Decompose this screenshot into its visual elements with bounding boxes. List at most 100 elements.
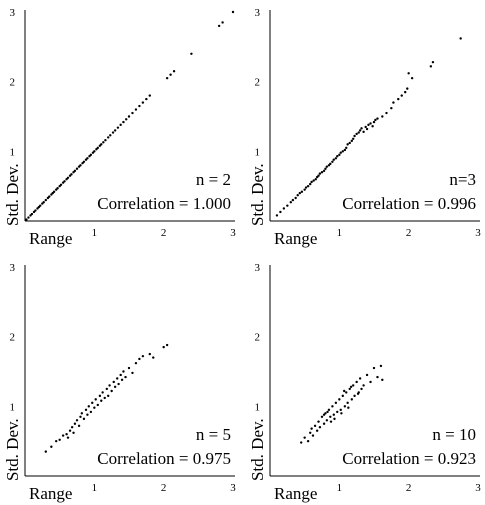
data-point (89, 153, 93, 157)
y-tick-label: 3 (10, 262, 16, 274)
data-point (80, 412, 84, 415)
data-point (322, 169, 326, 173)
correlation-label: Correlation = 0.996 (342, 194, 476, 213)
data-point (89, 410, 93, 414)
data-point (310, 180, 313, 184)
x-tick-label: 1 (337, 227, 343, 239)
data-point (107, 136, 110, 139)
data-point (306, 184, 310, 188)
data-point (372, 366, 376, 370)
data-point (350, 398, 354, 401)
data-point (148, 352, 151, 356)
data-point (138, 104, 141, 108)
data-point (334, 401, 338, 405)
y-axis-title: Std. Dev. (3, 163, 22, 226)
data-point (364, 125, 367, 129)
data-point (141, 101, 145, 104)
data-point (131, 111, 134, 115)
data-point (96, 146, 100, 150)
data-point (329, 162, 332, 166)
data-point (75, 419, 79, 422)
data-point (327, 408, 331, 412)
panel-bottom-left: 1 2 3 1 2 3 Range Std. Dev. n = 5 Correlation = 0… (3, 262, 236, 503)
data-point (50, 445, 53, 448)
data-point (355, 132, 358, 136)
data-point (65, 433, 68, 436)
data-point (353, 394, 356, 398)
data-point (358, 129, 362, 132)
panel-bottom-right: 1 2 3 1 2 3 Range Std. Dev. n = 10 Correlation = … (248, 262, 481, 503)
data-point (314, 178, 317, 181)
data-point (221, 21, 224, 24)
data-point (296, 194, 299, 197)
data-point (331, 405, 334, 408)
data-point (87, 405, 90, 408)
data-point (365, 127, 369, 131)
data-point (324, 167, 327, 170)
data-point (119, 123, 122, 127)
data-point (347, 406, 350, 409)
data-point (340, 412, 343, 415)
data-point (162, 345, 165, 349)
data-point (329, 415, 332, 418)
data-point (326, 410, 329, 414)
data-point (346, 401, 349, 405)
data-point (331, 160, 334, 163)
x-tick-label: 1 (337, 482, 343, 494)
data-point (112, 380, 115, 384)
data-point (329, 420, 333, 423)
data-point (42, 200, 45, 204)
data-point (369, 380, 372, 384)
data-point (294, 196, 297, 200)
data-point (73, 169, 77, 173)
x-axis-title: Range (274, 484, 317, 503)
data-point (134, 361, 138, 365)
data-point (39, 204, 42, 207)
data-point (100, 399, 103, 402)
data-point (109, 134, 112, 137)
x-axis-title: Range (29, 484, 72, 503)
y-tick-label: 1 (10, 146, 16, 158)
data-point (325, 419, 329, 422)
data-point (94, 398, 97, 401)
data-point (82, 417, 86, 421)
x-tick-label: 3 (475, 482, 481, 494)
y-tick-label: 3 (255, 7, 261, 19)
data-point (101, 391, 104, 394)
data-point (77, 424, 81, 428)
data-point (116, 377, 119, 380)
data-point (360, 387, 363, 391)
data-point (82, 160, 86, 163)
data-point (134, 108, 138, 111)
data-point (322, 422, 326, 425)
data-point (289, 200, 292, 204)
data-point (372, 120, 376, 124)
data-point (127, 115, 131, 118)
data-point (93, 406, 96, 409)
data-point (362, 384, 365, 387)
x-tick-label: 3 (230, 482, 236, 494)
data-point (117, 382, 120, 386)
data-point (320, 171, 324, 174)
data-point (148, 94, 151, 97)
data-point (381, 378, 384, 382)
data-point (44, 198, 47, 202)
data-point (86, 157, 89, 160)
x-tick-label: 2 (161, 227, 167, 239)
data-point (397, 97, 400, 101)
data-point (66, 176, 70, 180)
data-point (345, 391, 348, 394)
data-point (300, 190, 304, 193)
data-point (75, 167, 79, 170)
data-point (111, 131, 115, 134)
x-tick-label: 3 (475, 227, 481, 239)
data-point (291, 198, 295, 202)
data-point (369, 122, 372, 125)
x-tick-label: 1 (92, 482, 98, 494)
data-point (332, 413, 335, 416)
data-point (309, 182, 312, 186)
y-axis-title: Std. Dev. (248, 418, 267, 481)
data-point (338, 398, 341, 401)
correlation-label: Correlation = 0.923 (342, 449, 476, 468)
data-point (317, 420, 320, 423)
